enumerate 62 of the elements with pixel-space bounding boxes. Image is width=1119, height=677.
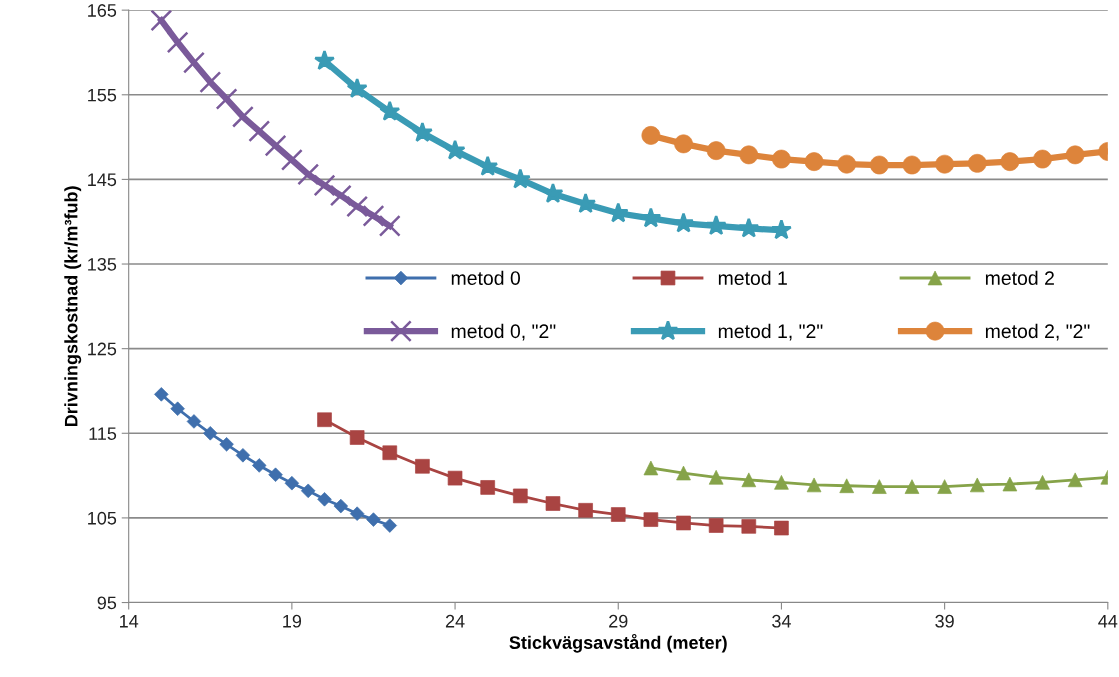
x-tick-label: 39	[935, 614, 954, 628]
legend-label: metod 2	[985, 270, 1054, 285]
point	[1033, 149, 1052, 169]
x-tick-label: 34	[772, 614, 791, 628]
point	[770, 219, 792, 240]
point	[378, 214, 401, 237]
x-axis-title: Stickvägsavstånd (meter)	[509, 633, 727, 653]
point	[268, 467, 283, 482]
point	[199, 71, 222, 94]
point	[575, 192, 597, 214]
point	[640, 207, 662, 228]
x-tick-label: 44	[1098, 615, 1118, 628]
legend-label: metod 1	[718, 270, 787, 285]
point	[362, 204, 385, 227]
y-tick-label: 155	[88, 88, 117, 102]
point	[578, 502, 593, 518]
legend-label: metod 0, "2"	[451, 323, 556, 341]
point	[804, 152, 824, 172]
point	[477, 155, 499, 176]
y-tick-label: 145	[88, 173, 117, 187]
point	[248, 120, 271, 143]
point	[705, 214, 727, 236]
point	[969, 477, 985, 493]
point	[329, 184, 352, 207]
point	[542, 182, 564, 203]
point	[297, 163, 320, 186]
y-tick-label: 115	[89, 427, 117, 440]
point	[513, 488, 528, 504]
point	[215, 88, 238, 110]
y-tick-label: 165	[88, 4, 117, 17]
point	[738, 217, 760, 238]
y-tick-label: 135	[88, 257, 117, 271]
y-tick-label: 95	[97, 596, 117, 610]
y-tick-label: 125	[88, 342, 117, 356]
point	[166, 31, 189, 54]
legend-label: metod 1, "2"	[718, 323, 823, 341]
point	[673, 212, 695, 233]
point	[231, 105, 254, 128]
point	[444, 139, 466, 160]
point	[839, 478, 854, 494]
legend-label: metod 2, "2"	[985, 323, 1090, 341]
y-axis-title: Drivningskostnad (kr/m³fub)	[64, 186, 82, 427]
point	[317, 492, 332, 507]
legend-label: metod 0	[451, 270, 521, 285]
y-tick-label: 105	[88, 511, 117, 525]
x-tick-label: 19	[283, 614, 302, 628]
point	[314, 49, 336, 71]
point	[186, 414, 202, 429]
point	[150, 10, 173, 32]
point	[346, 77, 368, 98]
point	[415, 458, 430, 474]
point	[411, 121, 433, 142]
point	[379, 100, 401, 121]
point	[346, 195, 369, 218]
point	[280, 148, 303, 171]
x-tick-label: 29	[609, 614, 628, 628]
point	[182, 51, 205, 74]
x-tick-label: 14	[120, 615, 139, 628]
point	[741, 519, 757, 534]
point	[264, 134, 287, 157]
x-tick-label: 24	[445, 614, 465, 628]
point	[313, 174, 336, 197]
